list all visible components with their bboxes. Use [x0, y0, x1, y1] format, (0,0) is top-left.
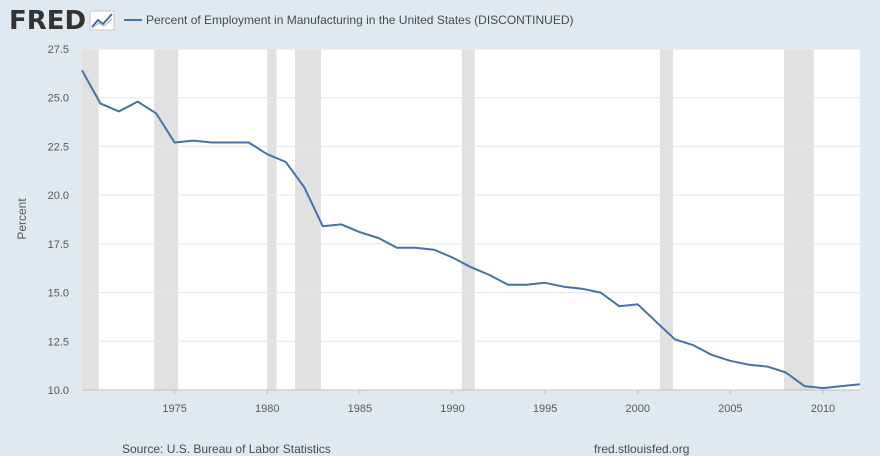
recession-band	[154, 49, 179, 390]
x-tick-label: 2005	[718, 403, 742, 415]
x-tick-label: 1995	[533, 403, 557, 415]
source-text: Source: U.S. Bureau of Labor Statistics	[122, 442, 331, 456]
y-tick-label: 15.0	[48, 288, 69, 300]
recession-band	[784, 49, 814, 390]
x-tick-label: 2000	[625, 403, 649, 415]
y-tick-label: 27.5	[48, 44, 69, 56]
legend-label: Percent of Employment in Manufacturing i…	[146, 13, 574, 27]
x-tick-label: 1985	[348, 403, 372, 415]
x-tick-label: 1990	[440, 403, 464, 415]
line-chart-icon	[89, 10, 115, 31]
y-axis-title: Percent	[15, 198, 29, 240]
x-axis-ticks: 1975 1980 1985 1990 1995 2000 2005 2010	[82, 389, 860, 415]
x-tick-label: 1980	[255, 403, 279, 415]
legend: Percent of Employment in Manufacturing i…	[124, 13, 574, 27]
fred-logo[interactable]: FRED	[9, 6, 115, 36]
recession-band	[659, 49, 673, 390]
series-line[interactable]	[81, 69, 861, 390]
plot-area: 10.0 12.5 15.0 17.5 20.0 22.5 25.0 27.5 1975 198…	[48, 44, 861, 415]
x-tick-label: 1975	[162, 403, 186, 415]
y-tick-label: 17.5	[48, 239, 69, 251]
recession-band	[461, 49, 475, 390]
site-link[interactable]: fred.stlouisfed.org	[594, 442, 689, 456]
series-group	[81, 69, 861, 390]
y-tick-label: 10.0	[48, 385, 69, 397]
logo-text: FRED	[9, 6, 86, 36]
recession-band	[267, 49, 277, 390]
y-tick-label: 25.0	[48, 93, 69, 105]
y-tick-label: 12.5	[48, 336, 69, 348]
recession-bands	[82, 49, 814, 390]
x-tick-label: 2010	[811, 403, 835, 415]
recession-band	[295, 49, 321, 390]
y-tick-label: 20.0	[48, 190, 69, 202]
recession-band	[82, 49, 99, 390]
y-tick-label: 22.5	[48, 141, 69, 153]
y-axis-ticks: 10.0 12.5 15.0 17.5 20.0 22.5 25.0 27.5	[48, 44, 69, 397]
